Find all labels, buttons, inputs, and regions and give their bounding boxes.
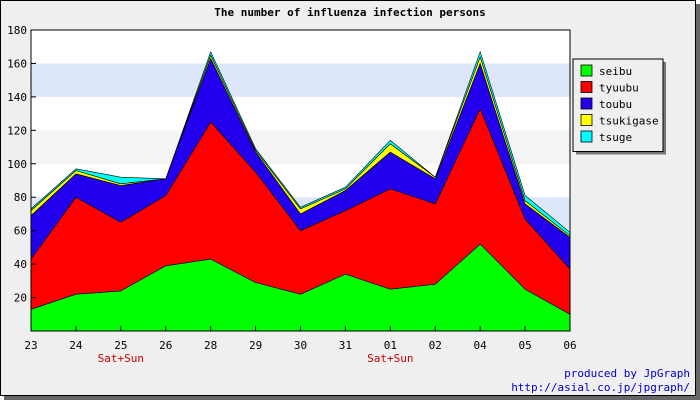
x-tick-label: 04: [474, 339, 488, 352]
legend-swatch-toubu: [580, 97, 593, 110]
x-tick-label: 05: [518, 339, 531, 352]
legend-label-tyuubu: tyuubu: [599, 82, 639, 95]
chart-title: The number of influenza infection person…: [214, 6, 486, 19]
y-tick-label: 160: [7, 57, 27, 70]
y-tick-label: 140: [7, 91, 27, 104]
legend: seibu tyuubu toubu tsukigase tsuge: [572, 58, 666, 155]
y-tick-label: 40: [14, 258, 27, 271]
x-tick-label: 25: [114, 339, 127, 352]
x-tick-label: 31: [339, 339, 352, 352]
y-tick-label: 120: [7, 124, 27, 137]
legend-label-tsukigase: tsukigase: [599, 115, 659, 128]
legend-swatch-tyuubu: [580, 81, 593, 93]
x-tick-sublabel: Sat+Sun: [98, 352, 144, 365]
legend-swatch-tsukigase: [580, 114, 593, 126]
x-tick-label: 26: [159, 339, 172, 352]
y-tick-label: 60: [14, 225, 27, 238]
legend-swatch-tsuge: [580, 130, 593, 143]
legend-label-tsuge: tsuge: [599, 131, 632, 144]
y-tick-label: 20: [14, 292, 27, 305]
credit-url: http://asial.co.jp/jpgraph/: [511, 381, 690, 394]
x-tick-label: 29: [249, 339, 262, 352]
x-tick-label: 23: [24, 339, 37, 352]
legend-swatch-seibu: [580, 64, 593, 77]
y-tick-label: 80: [14, 191, 27, 204]
legend-label-seibu: seibu: [599, 65, 632, 78]
legend-label-toubu: toubu: [599, 98, 632, 111]
credit-producer: produced by JpGraph: [564, 367, 690, 380]
x-tick-label: 02: [429, 339, 442, 352]
x-tick-sublabel: Sat+Sun: [367, 352, 413, 365]
y-tick-label: 100: [7, 158, 27, 171]
x-tick-label: 24: [69, 339, 83, 352]
x-tick-label: 30: [294, 339, 307, 352]
y-tick-label: 180: [7, 24, 27, 37]
x-tick-label: 28: [204, 339, 217, 352]
x-tick-label: 06: [563, 339, 576, 352]
grid-band: [31, 30, 570, 64]
x-tick-label: 01: [384, 339, 397, 352]
